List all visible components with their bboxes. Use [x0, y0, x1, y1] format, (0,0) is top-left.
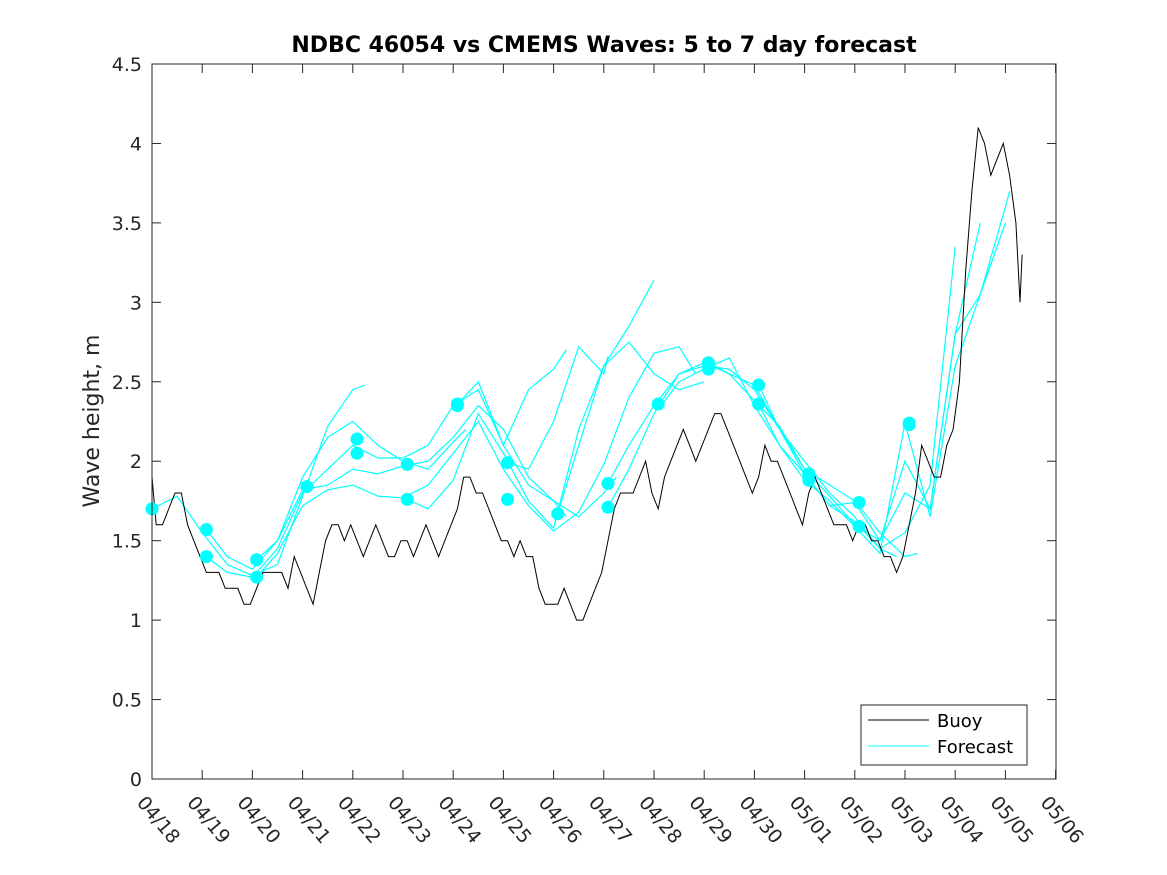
forecast-marker [752, 397, 766, 411]
forecast-run-line [256, 346, 697, 578]
forecast-marker [601, 477, 615, 490]
y-tick-label: 4.5 [112, 54, 142, 76]
forecast-marker [501, 492, 515, 506]
chart-title: NDBC 46054 vs CMEMS Waves: 5 to 7 day fo… [291, 33, 917, 58]
forecast-marker [601, 500, 615, 514]
forecast-marker [300, 480, 314, 494]
forecast-marker [701, 362, 715, 376]
forecast-marker [250, 553, 264, 567]
forecast-run-line [557, 279, 655, 514]
forecast-run-line [758, 190, 1011, 543]
forecast-run-line [758, 222, 1006, 555]
y-tick-label: 3 [130, 292, 142, 314]
y-tick-label: 3.5 [112, 213, 142, 235]
y-tick-label: 4 [130, 133, 142, 155]
forecast-run-line [151, 384, 366, 577]
legend-label-buoy: Buoy [937, 711, 983, 732]
forecast-marker [400, 457, 414, 471]
forecast-marker [350, 432, 364, 446]
forecast-marker [199, 523, 213, 536]
forecast-marker [651, 397, 665, 411]
forecast-run-line [205, 420, 467, 571]
plot-layer [145, 127, 1023, 621]
forecast-marker [400, 492, 414, 506]
forecast-run-line [507, 345, 609, 470]
forecast-marker [450, 399, 464, 413]
y-tick-label: 2.5 [112, 372, 142, 394]
forecast-marker [752, 378, 766, 392]
legend-label-forecast: Forecast [937, 737, 1013, 758]
forecast-marker [802, 473, 816, 487]
forecast-marker [852, 519, 866, 533]
forecast-marker [551, 507, 565, 521]
forecast-marker [501, 456, 515, 470]
forecast-marker [250, 570, 264, 584]
legend: Buoy Forecast [860, 704, 1028, 766]
forecast-run-line [456, 349, 567, 447]
forecast-run-line [256, 404, 617, 561]
y-tick-label: 1.5 [112, 531, 142, 553]
forecast-run-line [406, 341, 705, 530]
y-tick-label: 1 [130, 610, 142, 632]
forecast-marker [350, 446, 364, 460]
forecast-marker [199, 550, 213, 564]
plot-area [152, 64, 1056, 779]
y-tick-label: 0 [130, 769, 142, 791]
forecast-marker [902, 418, 916, 432]
legend-box [860, 704, 1028, 766]
y-tick-label: 2 [130, 451, 142, 473]
forecast-marker [852, 496, 866, 509]
buoy-line [151, 127, 1023, 621]
y-axis-label: Wave height, m [80, 335, 105, 508]
y-tick-label: 0.5 [112, 690, 142, 712]
